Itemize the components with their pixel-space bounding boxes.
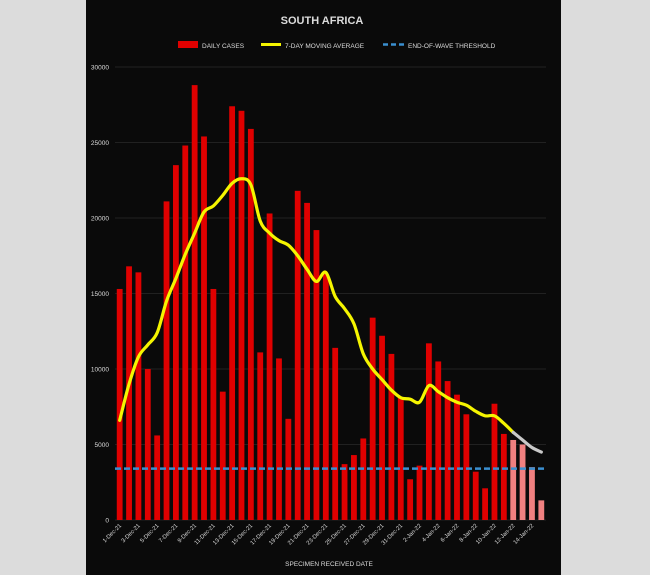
bar-daily-cases [144,369,151,520]
bar-daily-cases [276,358,282,520]
chart-title: SOUTH AFRICA [281,15,364,27]
y-tick-label: 10000 [91,367,109,374]
bar-daily-cases [454,394,460,520]
bar-daily-cases [491,403,498,520]
moving-average-line-provisional [511,430,543,454]
bar-daily-cases [538,500,545,520]
bar-daily-cases [332,347,339,520]
y-tick-label: 20000 [91,216,109,223]
bar-daily-cases [182,145,189,520]
legend-swatch-daily-cases [178,41,198,48]
bar-daily-cases [351,455,357,520]
bar-daily-cases [510,439,517,520]
legend-label-moving-average: 7-DAY MOVING AVERAGE [285,43,365,50]
x-tick-label: 14-Jan-22 [513,523,536,546]
x-axis-ticks: 1-Dec-213-Dec-215-Dec-217-Dec-219-Dec-21… [102,523,535,546]
bar-daily-cases [444,381,451,520]
bar-daily-cases [313,230,320,520]
bar-daily-cases [247,128,254,520]
x-axis-label: SPECIMEN RECEIVED DATE [285,561,373,568]
x-tick-label: 4-Jan-22 [421,523,441,543]
legend-label-threshold: END-OF-WAVE THRESHOLD [408,43,496,50]
bar-daily-cases [416,465,423,520]
x-tick-label: 2-Jan-22 [402,523,422,543]
y-tick-label: 25000 [91,140,109,147]
x-tick-label: 7-Dec-21 [158,523,179,544]
bar-daily-cases [116,288,123,520]
bar-daily-cases [126,266,132,520]
bar-daily-cases [435,361,442,520]
y-tick-label: 0 [105,518,109,525]
bar-daily-cases [201,136,207,520]
bar-daily-cases [360,438,367,520]
legend-label-daily-cases: DAILY CASES [202,43,245,50]
bar-daily-cases [172,165,179,520]
bar-daily-cases [191,85,198,521]
bar-daily-cases [529,467,535,520]
bar-daily-cases [425,343,432,520]
bar-daily-cases [294,190,301,520]
bar-daily-cases [163,201,170,520]
bar-daily-cases [388,353,395,520]
chart-panel: SOUTH AFRICA DAILY CASES 7-DAY MOVING AV… [86,0,561,575]
bar-daily-cases [500,433,507,520]
gridlines [115,66,546,521]
bar-daily-cases [341,464,348,520]
bar-daily-cases [519,444,526,520]
y-axis-ticks: 0 5000 10000 15000 20000 25000 30000 [91,65,109,525]
bar-daily-cases [407,479,414,520]
x-tick-label: 3-Dec-21 [121,523,142,544]
moving-average-line [118,177,515,435]
bar-daily-cases [369,317,376,520]
bar-daily-cases [219,391,226,520]
x-tick-label: 6-Jan-22 [440,523,460,543]
x-tick-label: 5-Dec-21 [139,523,160,544]
bar-daily-cases [463,414,470,520]
x-tick-label: 1-Dec-21 [102,523,123,544]
bar-daily-cases [257,352,264,520]
bar-daily-cases [135,272,142,520]
legend: DAILY CASES 7-DAY MOVING AVERAGE END-OF-… [178,41,496,50]
y-tick-label: 30000 [91,65,109,72]
bar-daily-cases [379,335,385,520]
bar-daily-cases [304,202,310,520]
bar-daily-cases [397,397,404,520]
bar-daily-cases [238,110,245,520]
y-tick-label: 5000 [95,442,110,449]
moving-average-line-group [118,177,543,454]
bars-daily-cases [116,85,545,521]
bar-daily-cases [472,471,479,520]
bar-daily-cases [210,288,217,520]
bar-daily-cases [482,488,489,520]
bar-daily-cases [322,273,329,520]
bar-daily-cases [154,435,161,520]
chart-svg: SOUTH AFRICA DAILY CASES 7-DAY MOVING AV… [91,15,546,568]
y-tick-label: 15000 [91,291,109,298]
bar-daily-cases [266,213,273,520]
bar-daily-cases [229,106,236,520]
